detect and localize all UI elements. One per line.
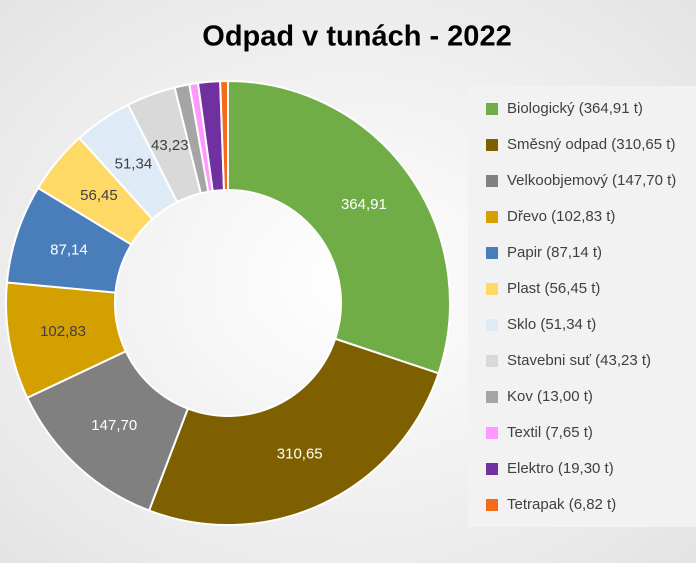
slice	[227, 79, 451, 375]
legend-label: Biologický (364,91 t)	[507, 100, 643, 117]
legend-swatch	[486, 355, 498, 367]
legend-swatch	[486, 139, 498, 151]
legend-label: Papir (87,14 t)	[507, 244, 602, 261]
data-label: 43,23	[151, 137, 189, 154]
legend-label: Elektro (19,30 t)	[507, 460, 614, 477]
data-label: 102,83	[40, 323, 86, 340]
legend-label: Plast (56,45 t)	[507, 280, 600, 297]
legend-swatch	[486, 211, 498, 223]
data-label: 51,34	[115, 156, 153, 173]
legend-box	[468, 86, 696, 527]
legend-swatch	[486, 175, 498, 187]
legend-label: Velkoobjemový (147,70 t)	[507, 172, 676, 189]
legend-swatch	[486, 247, 498, 259]
legend-swatch	[486, 283, 498, 295]
legend-swatch	[486, 427, 498, 439]
slice	[147, 337, 440, 526]
data-label: 310,65	[277, 445, 323, 462]
legend-label: Dřevo (102,83 t)	[507, 208, 615, 225]
legend-label: Kov (13,00 t)	[507, 388, 593, 405]
legend-label: Stavebni suť (43,23 t)	[507, 352, 651, 369]
data-label: 56,45	[80, 187, 118, 204]
data-label: 147,70	[91, 417, 137, 434]
legend-swatch	[486, 463, 498, 475]
legend-swatch	[486, 319, 498, 331]
legend-label: Tetrapak (6,82 t)	[507, 496, 616, 513]
legend-label: Sklo (51,34 t)	[507, 316, 596, 333]
legend-swatch	[486, 499, 498, 511]
legend-label: Směsný odpad (310,65 t)	[507, 136, 675, 153]
legend-label: Textil (7,65 t)	[507, 424, 593, 441]
data-label: 87,14	[50, 242, 88, 259]
data-label: 364,91	[341, 196, 387, 213]
slice	[219, 79, 229, 192]
chart-title: Odpad v tunách - 2022	[202, 21, 511, 53]
legend-swatch	[486, 103, 498, 115]
legend-swatch	[486, 391, 498, 403]
